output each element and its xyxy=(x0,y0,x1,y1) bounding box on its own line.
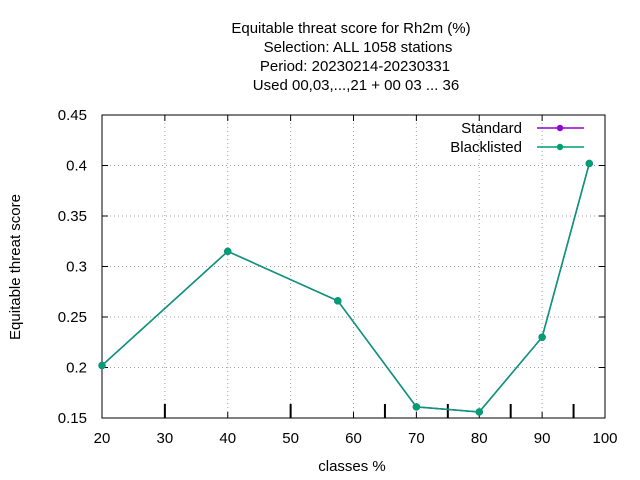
y-tick-label: 0.25 xyxy=(58,309,87,326)
data-point xyxy=(98,361,106,370)
x-tick-label: 90 xyxy=(534,430,551,447)
y-tick-labels: 0.15 0.2 0.25 0.3 0.35 0.4 0.45 xyxy=(58,107,87,427)
y-tick-label: 0.35 xyxy=(58,208,87,225)
legend-label: Blacklisted xyxy=(450,139,522,156)
x-tick-label: 60 xyxy=(345,430,362,447)
x-tick-label: 80 xyxy=(471,430,488,447)
series-line xyxy=(101,163,591,413)
y-axis-label: Equitable threat score xyxy=(7,194,24,340)
y-tick-label: 0.4 xyxy=(66,158,87,175)
series xyxy=(98,159,593,416)
y-tick-label: 0.15 xyxy=(58,410,87,427)
x-tick-label: 40 xyxy=(219,430,236,447)
data-point xyxy=(334,297,342,305)
x-tick-labels: 20 30 40 50 60 70 80 90 100 xyxy=(94,430,618,447)
chart-title: Equitable threat score for Rh2m (%) Sele… xyxy=(231,20,470,94)
series-line xyxy=(101,163,591,413)
legend-marker xyxy=(556,124,564,132)
x-tick-label: 20 xyxy=(94,430,111,447)
legend: Standard Blacklisted xyxy=(450,120,584,156)
legend-marker xyxy=(556,143,564,151)
title-line-3: Period: 20230214-20230331 xyxy=(260,58,450,75)
title-line-4: Used 00,03,...,21 + 00 03 ... 36 xyxy=(253,77,459,94)
title-line-1: Equitable threat score for Rh2m (%) xyxy=(231,20,470,37)
y-tick-label: 0.45 xyxy=(58,107,87,124)
axes xyxy=(101,114,606,419)
grid xyxy=(102,115,605,418)
y-tick-label: 0.2 xyxy=(66,360,87,377)
x-axis-label: classes % xyxy=(318,458,386,475)
y-tick-label: 0.3 xyxy=(66,259,87,276)
series-blacklisted xyxy=(98,159,593,416)
legend-label: Standard xyxy=(461,120,522,137)
title-line-2: Selection: ALL 1058 stations xyxy=(264,39,453,56)
series-standard xyxy=(98,159,593,416)
data-point xyxy=(224,247,232,256)
x-tick-label: 30 xyxy=(157,430,174,447)
data-point xyxy=(538,333,546,341)
data-point xyxy=(412,403,421,411)
data-point xyxy=(585,159,593,168)
data-point xyxy=(475,408,483,416)
x-tick-label: 50 xyxy=(282,430,299,447)
x-tick-label: 70 xyxy=(408,430,425,447)
x-tick-label: 100 xyxy=(592,430,617,447)
plot-frame xyxy=(101,114,606,419)
